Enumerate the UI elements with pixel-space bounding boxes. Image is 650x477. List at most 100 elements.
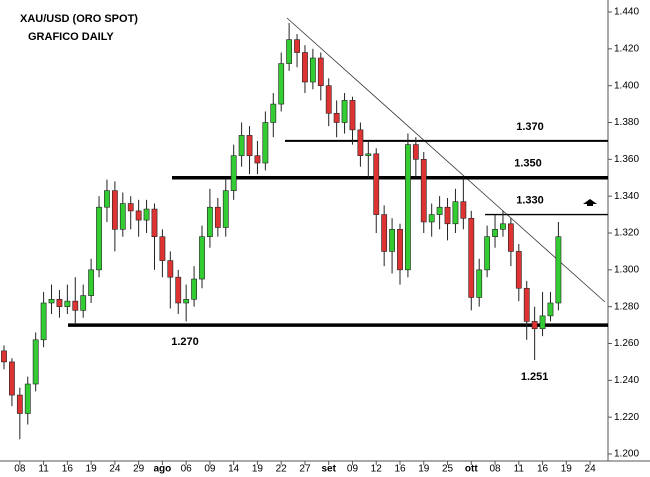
candle-body bbox=[167, 260, 174, 278]
candle-body bbox=[333, 112, 340, 123]
candle-body bbox=[96, 206, 102, 271]
y-tick-label: 1.360 bbox=[614, 154, 639, 165]
candle-body bbox=[1, 350, 7, 363]
candle-body bbox=[111, 190, 118, 230]
level-label: 1.330 bbox=[516, 194, 544, 206]
candle-body bbox=[159, 236, 166, 261]
x-tick-label: 14 bbox=[228, 464, 240, 475]
candle-body bbox=[246, 135, 253, 156]
candle-body bbox=[309, 57, 316, 83]
candle-body bbox=[484, 236, 491, 271]
candle-body bbox=[72, 300, 79, 311]
low-label: 1.251 bbox=[521, 371, 549, 383]
x-tick-label: set bbox=[321, 464, 336, 475]
candle-body bbox=[302, 52, 308, 83]
candle-body bbox=[16, 394, 23, 414]
x-tick-label: 12 bbox=[371, 464, 383, 475]
x-tick-label: 09 bbox=[204, 464, 216, 475]
candle-body bbox=[507, 223, 514, 252]
x-tick-label: 16 bbox=[62, 464, 74, 475]
x-tick-label: 19 bbox=[561, 464, 573, 475]
x-tick-label: 11 bbox=[38, 464, 49, 475]
candle-body bbox=[460, 201, 467, 219]
candle-body bbox=[48, 298, 55, 304]
x-tick-label: 24 bbox=[109, 464, 121, 475]
x-tick-label: 19 bbox=[418, 464, 430, 475]
candle-body bbox=[127, 203, 134, 212]
candle-body bbox=[341, 100, 348, 123]
candle-body bbox=[357, 129, 364, 156]
chart-title: XAU/USD (ORO SPOT) bbox=[20, 13, 138, 25]
candle-body bbox=[151, 208, 158, 237]
y-tick-label: 1.320 bbox=[614, 228, 639, 239]
candle-body bbox=[436, 206, 443, 215]
candle-body bbox=[500, 223, 506, 230]
candle-body bbox=[405, 144, 411, 271]
candle-body bbox=[104, 190, 110, 208]
x-tick-label: 22 bbox=[276, 464, 288, 475]
candle-body bbox=[175, 276, 182, 304]
candle-body bbox=[119, 203, 126, 230]
candle-body bbox=[476, 269, 483, 298]
candle-body bbox=[254, 155, 261, 164]
candle-body bbox=[40, 302, 47, 341]
candle-body bbox=[420, 159, 427, 223]
candle-body bbox=[9, 361, 15, 396]
x-tick-label: ott bbox=[465, 464, 478, 475]
candle-body bbox=[278, 63, 285, 105]
y-tick-label: 1.300 bbox=[614, 264, 639, 275]
y-tick-label: 1.420 bbox=[614, 43, 639, 54]
candle-body bbox=[389, 229, 395, 252]
candle-body bbox=[452, 201, 459, 225]
x-tick-label: 27 bbox=[299, 464, 311, 475]
level-label: 1.270 bbox=[171, 336, 199, 348]
y-tick-label: 1.340 bbox=[614, 191, 639, 202]
x-tick-label: 08 bbox=[14, 464, 26, 475]
candle-body bbox=[80, 295, 87, 311]
candle-body bbox=[56, 298, 63, 307]
x-tick-label: 19 bbox=[86, 464, 98, 475]
candle-body bbox=[373, 153, 380, 215]
candle-body bbox=[230, 155, 237, 191]
candle-body bbox=[444, 206, 451, 225]
candle-body bbox=[523, 287, 530, 322]
candle-body bbox=[294, 39, 300, 53]
level-label: 1.370 bbox=[516, 121, 544, 133]
y-tick-label: 1.220 bbox=[614, 412, 639, 423]
candle-body bbox=[492, 229, 498, 237]
x-tick-label: ago bbox=[154, 464, 172, 475]
candle-body bbox=[191, 278, 197, 300]
candle-body bbox=[412, 144, 419, 160]
x-tick-label: 06 bbox=[181, 464, 193, 475]
y-tick-label: 1.380 bbox=[614, 117, 639, 128]
candle-body bbox=[24, 383, 31, 414]
candle-body bbox=[468, 217, 475, 298]
candle-body bbox=[547, 302, 554, 317]
candle-body bbox=[381, 214, 388, 252]
x-tick-label: 08 bbox=[489, 464, 501, 475]
candle-body bbox=[135, 210, 142, 221]
x-tick-label: 09 bbox=[347, 464, 359, 475]
candle-body bbox=[515, 251, 522, 289]
x-tick-label: 29 bbox=[133, 464, 145, 475]
candle-body bbox=[238, 135, 245, 156]
y-tick-label: 1.280 bbox=[614, 301, 639, 312]
candle-body bbox=[32, 339, 39, 385]
x-tick-label: 24 bbox=[585, 464, 597, 475]
candle-body bbox=[88, 269, 95, 296]
y-tick-label: 1.200 bbox=[614, 449, 639, 460]
chart-subtitle: GRAFICO DAILY bbox=[28, 31, 114, 43]
y-tick-label: 1.240 bbox=[614, 375, 639, 386]
candle-body bbox=[325, 85, 332, 114]
candle-body bbox=[539, 315, 546, 330]
candle-body bbox=[531, 321, 538, 330]
candle-body bbox=[143, 208, 150, 221]
x-tick-label: 11 bbox=[514, 464, 525, 475]
x-tick-label: 25 bbox=[442, 464, 454, 475]
y-tick-label: 1.440 bbox=[614, 7, 639, 18]
y-tick-label: 1.260 bbox=[614, 338, 639, 349]
candle-body bbox=[286, 39, 293, 64]
x-tick-label: 16 bbox=[537, 464, 549, 475]
candle-body bbox=[207, 206, 213, 237]
